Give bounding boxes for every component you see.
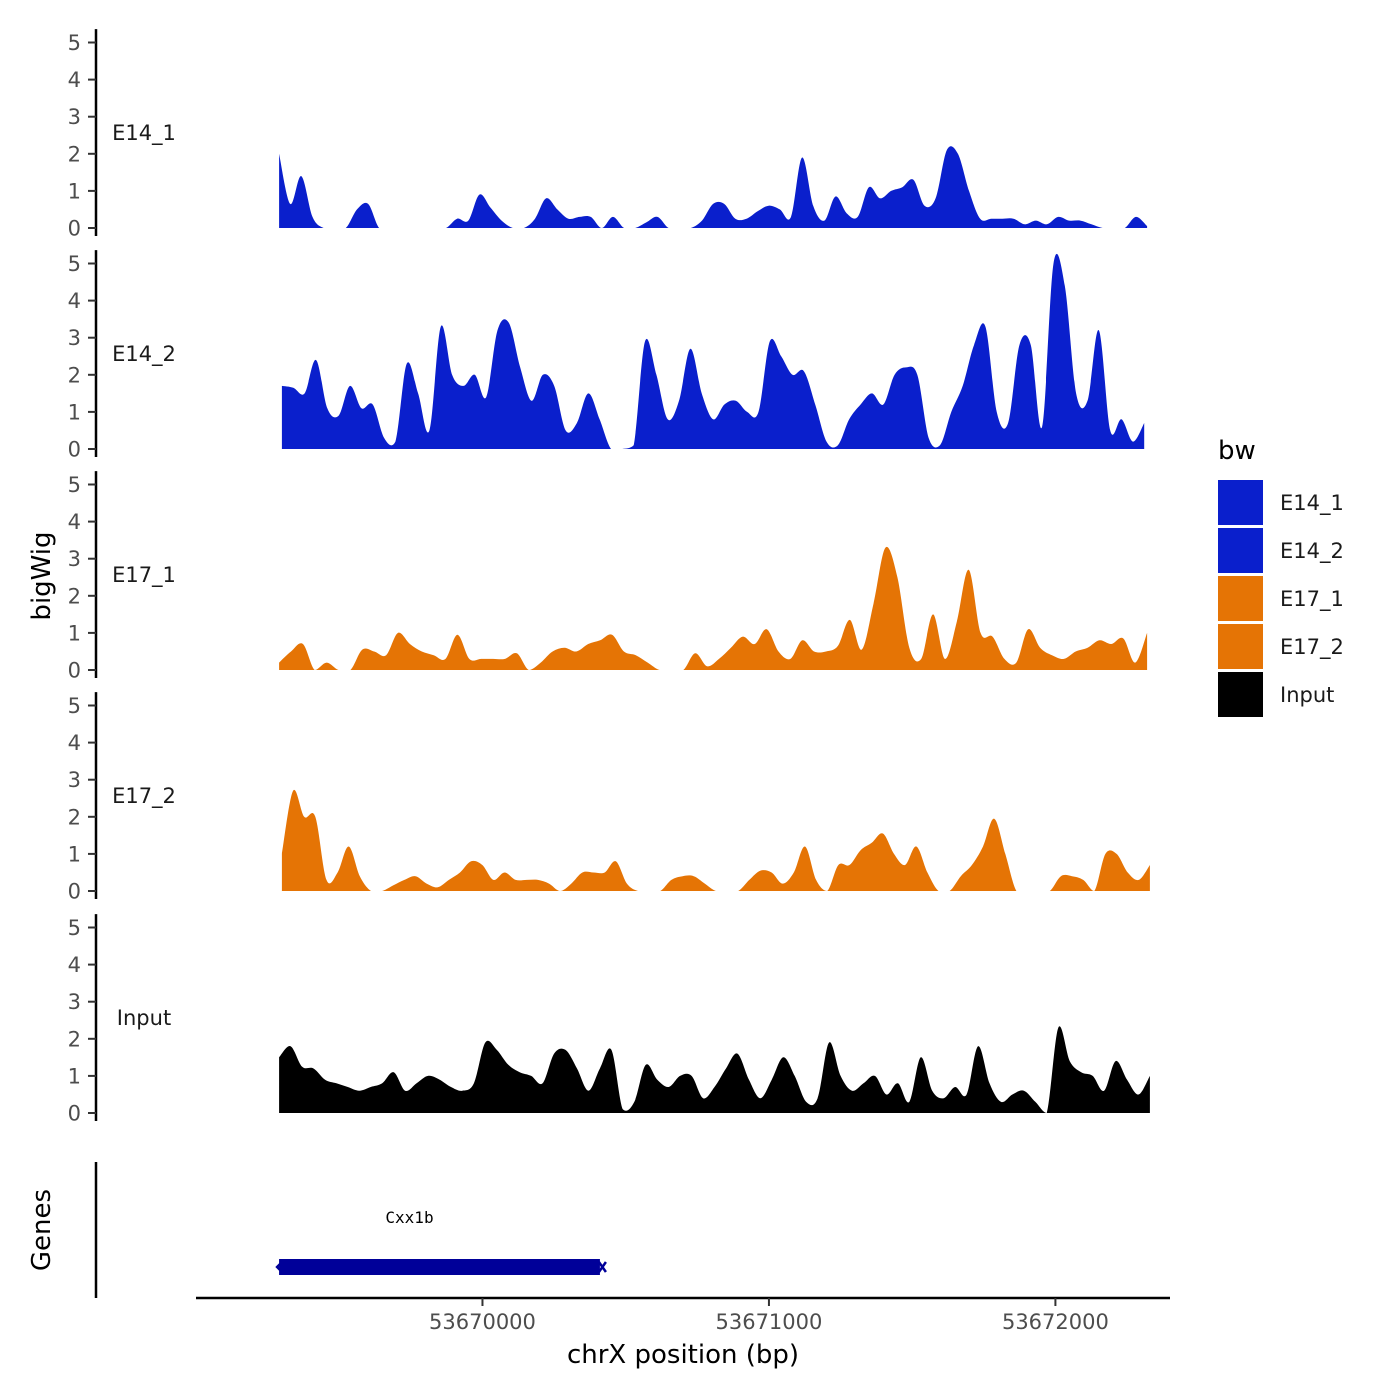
legend-swatch-e14-2 [1218,528,1263,573]
track-e17-1: 0 1 2 3 4 5 E17_1 [68,471,1148,683]
y-tick-label: 1 [68,842,81,866]
y-tick-label: 4 [68,510,81,534]
y-tick-label: 3 [68,547,81,571]
gene-cxx1b: Cxx1b [275,1208,607,1275]
x-tick-label: 53671000 [715,1310,822,1334]
x-tick-label: 53672000 [1002,1310,1109,1334]
y-tick-label: 1 [68,179,81,203]
x-axis: 53670000 53671000 53672000 [196,1296,1170,1334]
gene-body [279,1259,600,1275]
x-axis-title: chrX position (bp) [567,1340,799,1370]
y-tick-label: 4 [68,289,81,313]
y-tick-label: 0 [68,880,81,904]
y-tick-label: 4 [68,731,81,755]
y-axis-title: bigWig [27,531,57,620]
track-e14-2: 0 1 2 3 4 5 E14_2 [68,250,1145,462]
y-tick-label: 3 [68,326,81,350]
legend-label-e17-1: E17_1 [1280,587,1344,612]
y-tick-label: 5 [68,31,81,55]
y-tick-label: 5 [68,916,81,940]
track-label-e17-1: E17_1 [112,563,176,588]
x-tick-label: 53670000 [429,1310,536,1334]
y-tick-label: 2 [68,142,81,166]
genes-axis-title: Genes [27,1189,57,1271]
legend-label-e17-2: E17_2 [1280,635,1344,660]
track-e14-1: 0 1 2 3 4 5 E14_1 [68,29,1148,241]
coverage-area-e17-2 [281,789,1150,891]
track-label-e14-2: E14_2 [112,342,176,367]
gene-panel: Cxx1b [94,1162,607,1298]
y-tick-label: 2 [68,363,81,387]
bigwig-tracks: 0 1 2 3 4 5 E14_1 0 1 2 3 4 5 E14_2 0 1 2 3 4 5 E17_1 0 1 2 3 4 5 E… [68,29,1150,1126]
legend: bw E14_1 E14_2 E17_1 E17_2 Input [1218,436,1344,717]
legend-swatch-e14-1 [1218,480,1263,525]
legend-swatch-e17-2 [1218,624,1263,669]
track-label-e14-1: E14_1 [112,121,176,146]
y-tick-label: 0 [68,1102,81,1126]
y-tick-label: 5 [68,252,81,276]
y-tick-label: 3 [68,768,81,792]
y-tick-label: 4 [68,68,81,92]
legend-label-e14-1: E14_1 [1280,491,1344,516]
y-tick-label: 5 [68,694,81,718]
y-tick-label: 2 [68,584,81,608]
legend-label-e14-2: E14_2 [1280,539,1344,564]
track-input: 0 1 2 3 4 5 Input [68,914,1150,1126]
legend-swatch-input [1218,672,1263,717]
legend-swatch-e17-1 [1218,576,1263,621]
gene-name-label: Cxx1b [385,1208,433,1227]
y-tick-label: 0 [68,659,81,683]
y-tick-label: 2 [68,805,81,829]
track-e17-2: 0 1 2 3 4 5 E17_2 [68,692,1150,904]
gene-end-mark [597,1261,607,1273]
y-tick-label: 0 [68,438,81,462]
y-tick-label: 5 [68,473,81,497]
track-label-e17-2: E17_2 [112,784,176,809]
y-tick-label: 4 [68,953,81,977]
coverage-area-e14-1 [279,146,1148,228]
y-tick-label: 1 [68,400,81,424]
legend-title: bw [1218,436,1256,466]
legend-label-input: Input [1280,683,1334,707]
track-label-input: Input [117,1006,171,1030]
y-tick-label: 2 [68,1027,81,1051]
y-tick-label: 1 [68,621,81,645]
y-tick-label: 3 [68,990,81,1014]
coverage-area-input [279,1026,1150,1113]
coverage-area-e17-1 [279,546,1148,670]
y-tick-label: 0 [68,217,81,241]
gene-strand-arrow [275,1261,283,1273]
coverage-area-e14-2 [281,253,1145,449]
y-tick-label: 3 [68,105,81,129]
y-tick-label: 1 [68,1064,81,1088]
